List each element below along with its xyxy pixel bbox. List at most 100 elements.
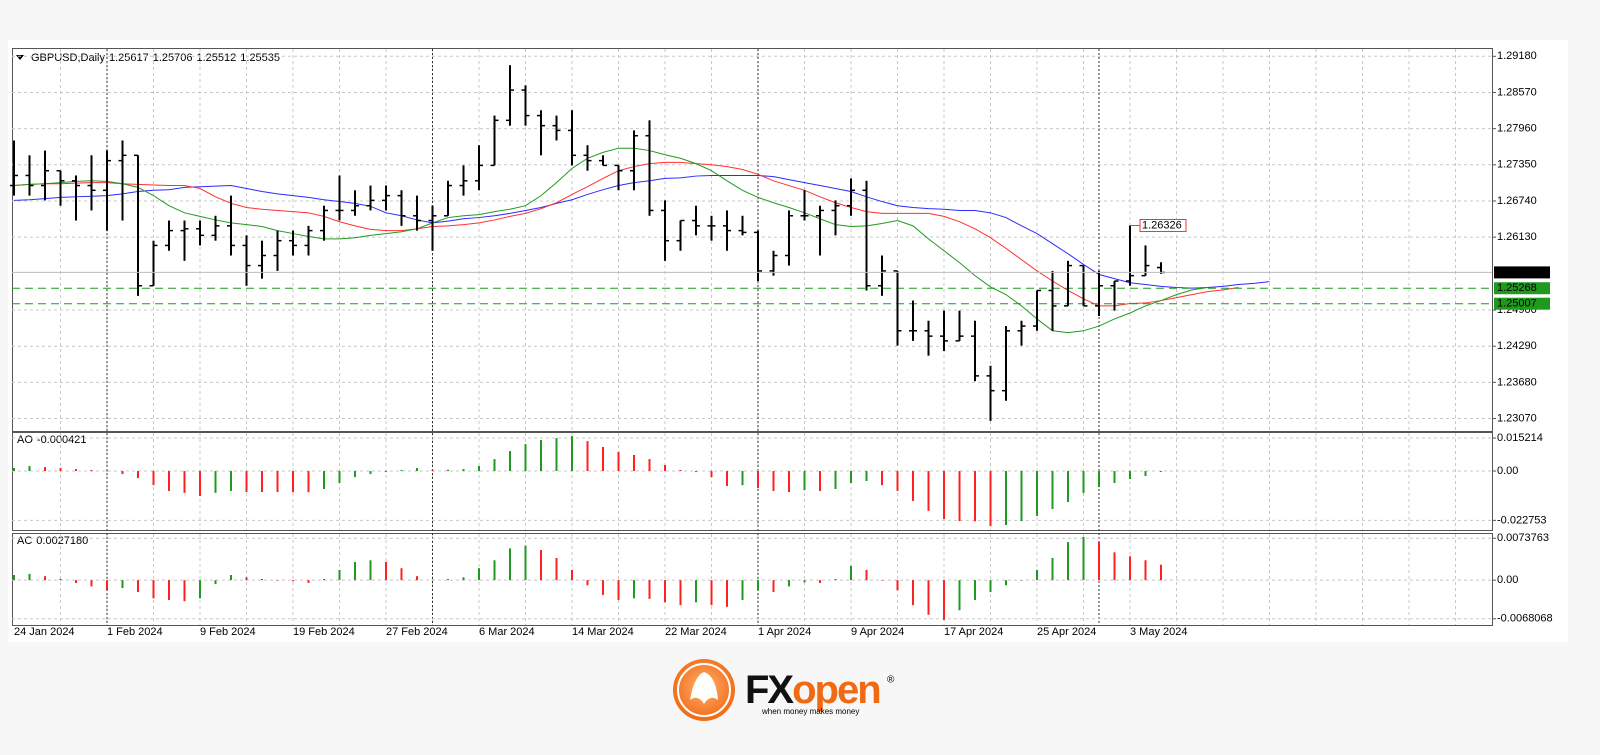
- symbol: GBPUSD,Daily: [31, 52, 105, 64]
- histogram-bar: [28, 466, 31, 472]
- histogram-bar: [307, 471, 310, 493]
- ac-last: 0.0027180: [36, 535, 88, 547]
- y-tick-label: 1.23680: [1497, 376, 1537, 388]
- histogram-bar: [664, 464, 666, 472]
- histogram-bar: [989, 580, 992, 593]
- histogram-bar: [943, 580, 945, 620]
- y-tick-label: 0.0073763: [1497, 532, 1549, 544]
- histogram-bar: [927, 580, 930, 615]
- histogram-bar: [1020, 471, 1023, 522]
- histogram-bar: [1020, 580, 1023, 581]
- histogram-bar: [338, 569, 341, 581]
- footer-logo: FXopen ® when money makes money: [673, 659, 895, 721]
- histogram-bar: [1129, 471, 1131, 480]
- histogram-bar: [462, 469, 465, 472]
- last-price-box: [1494, 266, 1550, 279]
- histogram-bar: [369, 471, 372, 475]
- histogram-bar: [912, 580, 914, 606]
- x-tick-label: 6 Mar 2024: [479, 626, 535, 638]
- histogram-bar: [462, 577, 465, 581]
- brand-prefix: FX: [745, 668, 794, 712]
- histogram-bar: [276, 471, 279, 493]
- histogram-bar: [1051, 557, 1054, 581]
- histogram-bar: [741, 580, 744, 601]
- histogram-bar: [1098, 542, 1100, 581]
- header-close: 1.25535: [240, 52, 280, 64]
- price-panel: [12, 48, 1493, 432]
- ao-last: -0.000421: [37, 434, 87, 446]
- histogram-bar: [540, 440, 542, 472]
- histogram-bar: [1036, 569, 1038, 581]
- histogram-bar: [648, 580, 651, 599]
- header-low: 1.25512: [197, 52, 237, 64]
- histogram-bar: [323, 579, 325, 581]
- x-tick-label: 25 Apr 2024: [1037, 626, 1096, 638]
- histogram-bar: [1005, 580, 1007, 586]
- histogram-bar: [1144, 471, 1147, 477]
- tagline: when money makes money: [761, 707, 859, 716]
- histogram-bar: [881, 580, 883, 581]
- histogram-bar: [1067, 471, 1069, 503]
- histogram-bar: [261, 471, 263, 493]
- histogram-bar: [865, 569, 868, 581]
- histogram-bar: [13, 467, 15, 472]
- histogram-bar: [199, 580, 201, 599]
- x-tick-label: 27 Feb 2024: [386, 626, 448, 638]
- histogram-bar: [710, 580, 713, 606]
- histogram-bar: [524, 545, 527, 581]
- histogram-bar: [152, 580, 155, 599]
- last-price-label: 1.25535: [1497, 266, 1537, 278]
- histogram-bar: [958, 580, 961, 611]
- histogram-bar: [850, 565, 852, 581]
- histogram-bar: [974, 580, 976, 601]
- histogram-bar: [819, 471, 821, 491]
- histogram-bar: [137, 471, 139, 478]
- histogram-bar: [214, 471, 217, 493]
- histogram-bar: [881, 471, 883, 486]
- histogram-bar: [912, 471, 914, 501]
- y-tick-label: 1.24290: [1497, 340, 1537, 352]
- histogram-bar: [509, 548, 511, 581]
- histogram-bar: [757, 580, 759, 591]
- x-tick-label: 3 May 2024: [1130, 626, 1187, 638]
- brand-suffix: open: [792, 668, 880, 712]
- histogram-bar: [896, 471, 899, 491]
- histogram-bar: [245, 577, 248, 581]
- histogram-bar: [400, 568, 403, 581]
- histogram-bar: [106, 580, 108, 591]
- brand: FXopen: [745, 668, 880, 712]
- histogram-bar: [1051, 471, 1054, 509]
- histogram-bar: [509, 451, 511, 472]
- histogram-bar: [757, 471, 759, 488]
- moving-average: [13, 147, 1208, 334]
- histogram-bar: [617, 580, 620, 601]
- histogram-bar: [1113, 552, 1116, 581]
- high-label: 1.26326: [1142, 219, 1182, 231]
- histogram-bar: [183, 471, 186, 493]
- histogram-bar: [710, 471, 713, 478]
- histogram-bar: [338, 471, 341, 483]
- histogram-bar: [540, 550, 542, 581]
- histogram-bar: [276, 580, 279, 581]
- histogram-bar: [927, 471, 930, 511]
- histogram-bar: [307, 580, 310, 583]
- histogram-bar: [478, 466, 480, 472]
- histogram-bar: [400, 469, 403, 472]
- y-tick-label: 1.27960: [1497, 123, 1537, 135]
- histogram-bar: [354, 471, 356, 478]
- histogram-bar: [493, 560, 496, 581]
- histogram-bar: [571, 569, 573, 581]
- histogram-bar: [571, 436, 573, 472]
- histogram-bar: [478, 568, 480, 581]
- histogram-bar: [1160, 564, 1162, 581]
- histogram-bar: [75, 469, 77, 472]
- y-tick-label: 1.29180: [1497, 50, 1537, 62]
- moving-average: [13, 174, 1270, 289]
- histogram-bar: [13, 575, 15, 581]
- histogram-bar: [44, 467, 46, 472]
- histogram-bar: [695, 580, 697, 603]
- histogram-bar: [850, 471, 852, 483]
- histogram-bar: [261, 579, 263, 581]
- histogram-bar: [59, 579, 62, 581]
